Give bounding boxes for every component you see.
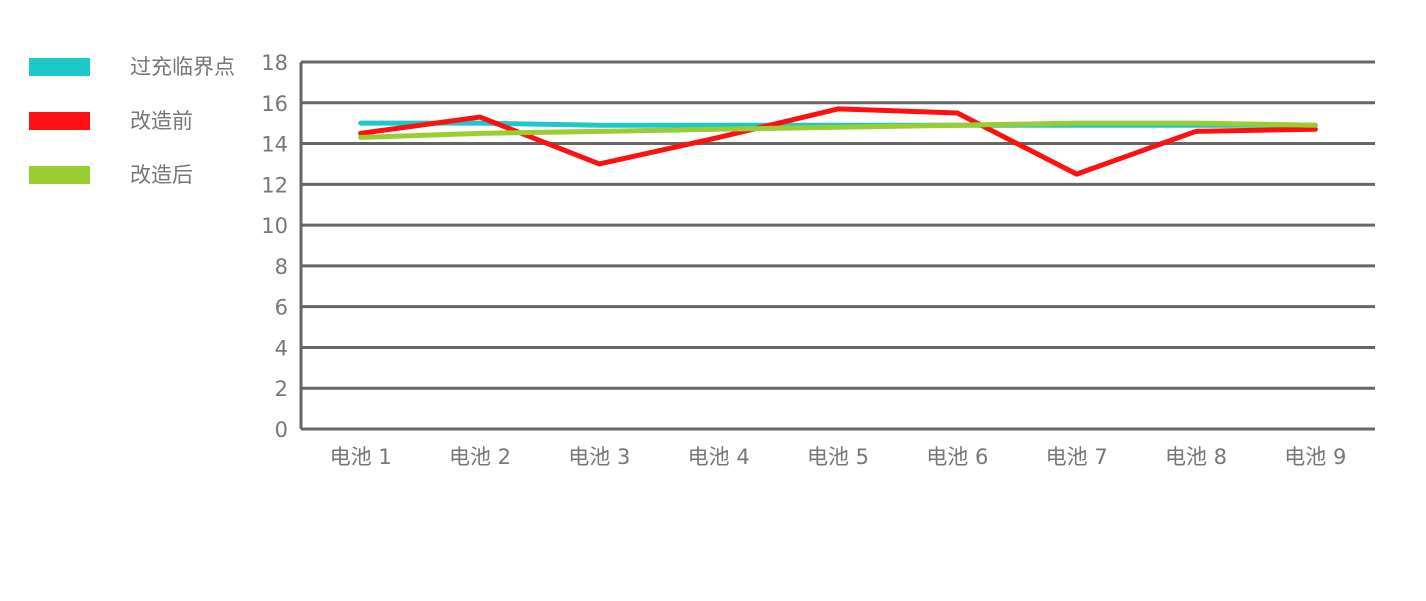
legend-swatch: [29, 112, 90, 130]
x-tick-label: 电池 3: [568, 445, 630, 469]
legend-label: 过充临界点: [130, 55, 235, 79]
x-tick-label: 电池 7: [1046, 445, 1108, 469]
x-tick-label: 电池 5: [807, 445, 869, 469]
legend-label: 改造后: [130, 163, 193, 187]
y-tick-label: 12: [261, 173, 288, 197]
y-tick-label: 16: [261, 92, 288, 116]
y-tick-label: 18: [261, 51, 288, 75]
x-tick-label: 电池 9: [1284, 445, 1346, 469]
legend-swatch: [29, 166, 90, 184]
x-tick-label: 电池 4: [688, 445, 750, 469]
y-tick-label: 8: [275, 255, 288, 279]
x-tick-label: 电池 8: [1165, 445, 1227, 469]
y-tick-label: 14: [261, 133, 288, 157]
series-line: [358, 106, 1318, 177]
y-tick-label: 4: [275, 336, 288, 360]
y-tick-label: 0: [275, 418, 288, 442]
legend-swatch: [29, 58, 90, 76]
x-tick-label: 电池 1: [330, 445, 392, 469]
y-tick-label: 6: [275, 296, 288, 320]
legend-label: 改造前: [130, 109, 193, 133]
y-tick-label: 10: [261, 214, 288, 238]
x-tick-label: 电池 2: [449, 445, 511, 469]
y-tick-label: 2: [275, 377, 288, 401]
x-tick-label: 电池 6: [926, 445, 988, 469]
series-line: [358, 120, 1318, 140]
